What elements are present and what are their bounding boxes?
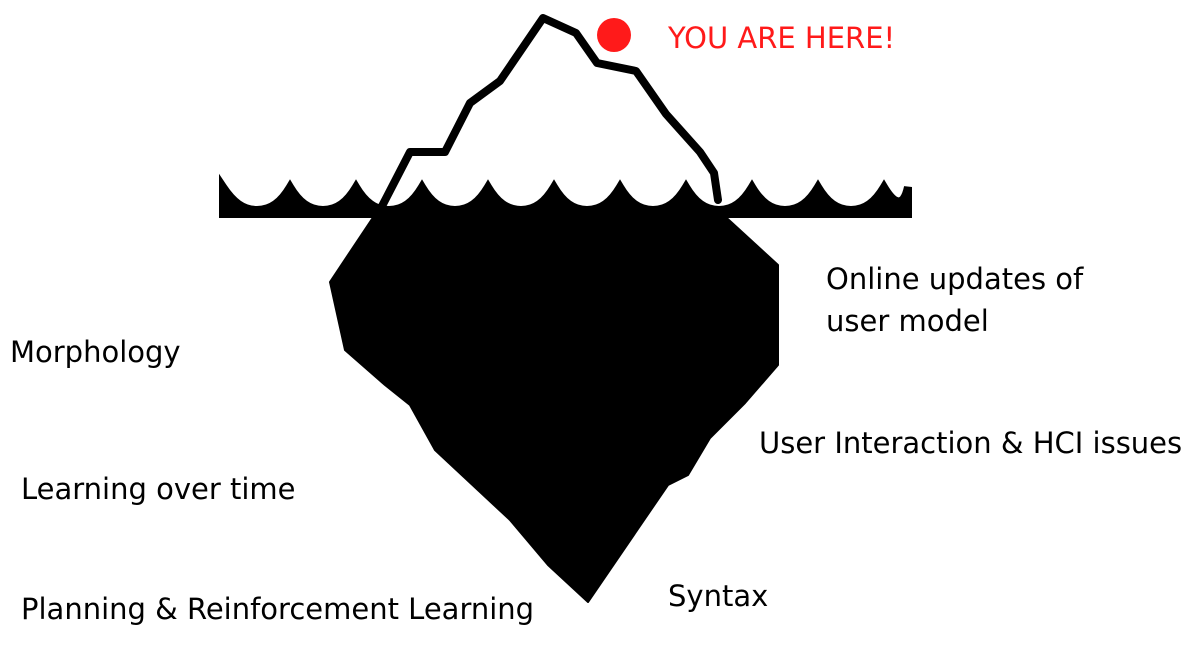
morphology-label: Morphology — [10, 335, 181, 369]
you-are-here-label: YOU ARE HERE! — [668, 21, 896, 55]
online-updates-line-1: Online updates of — [826, 262, 1084, 296]
user-interaction-label: User Interaction & HCI issues — [759, 426, 1183, 460]
iceberg-tip-icon — [376, 14, 722, 214]
water-waves-icon — [219, 173, 912, 218]
iceberg-underwater-icon — [329, 209, 779, 603]
online-updates-line-2: user model — [826, 304, 989, 339]
online-updates-label: Online updates of user model — [826, 258, 1083, 342]
learning-over-time-label: Learning over time — [21, 472, 296, 506]
red-dot-marker-icon — [597, 18, 631, 52]
planning-label: Planning & Reinforcement Learning — [21, 592, 535, 626]
syntax-label: Syntax — [668, 579, 769, 613]
